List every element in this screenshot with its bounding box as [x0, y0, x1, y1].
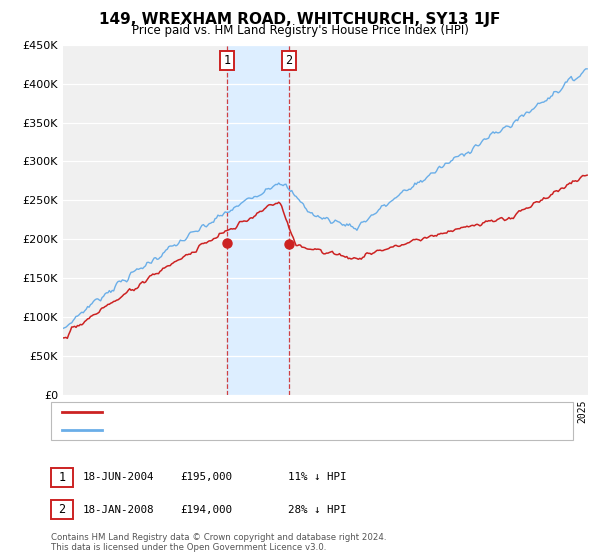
Text: 11% ↓ HPI: 11% ↓ HPI	[288, 472, 347, 482]
Text: 1: 1	[58, 470, 65, 484]
Text: 1: 1	[223, 54, 230, 67]
Text: 28% ↓ HPI: 28% ↓ HPI	[288, 505, 347, 515]
Bar	[227, 45, 289, 395]
Text: 149, WREXHAM ROAD, WHITCHURCH, SY13 1JF: 149, WREXHAM ROAD, WHITCHURCH, SY13 1JF	[100, 12, 500, 27]
Text: 18-JUN-2004: 18-JUN-2004	[82, 472, 154, 482]
Text: £194,000: £194,000	[180, 505, 232, 515]
Text: HPI: Average price, detached house, Shropshire: HPI: Average price, detached house, Shro…	[107, 424, 383, 435]
Text: 149, WREXHAM ROAD, WHITCHURCH, SY13 1JF (detached house): 149, WREXHAM ROAD, WHITCHURCH, SY13 1JF …	[107, 407, 443, 417]
Text: £195,000: £195,000	[180, 472, 232, 482]
Text: This data is licensed under the Open Government Licence v3.0.: This data is licensed under the Open Gov…	[51, 543, 326, 552]
Text: 2: 2	[286, 54, 293, 67]
Text: 2: 2	[58, 503, 65, 516]
Text: Contains HM Land Registry data © Crown copyright and database right 2024.: Contains HM Land Registry data © Crown c…	[51, 533, 386, 542]
Text: Price paid vs. HM Land Registry's House Price Index (HPI): Price paid vs. HM Land Registry's House …	[131, 24, 469, 37]
Text: 18-JAN-2008: 18-JAN-2008	[82, 505, 154, 515]
